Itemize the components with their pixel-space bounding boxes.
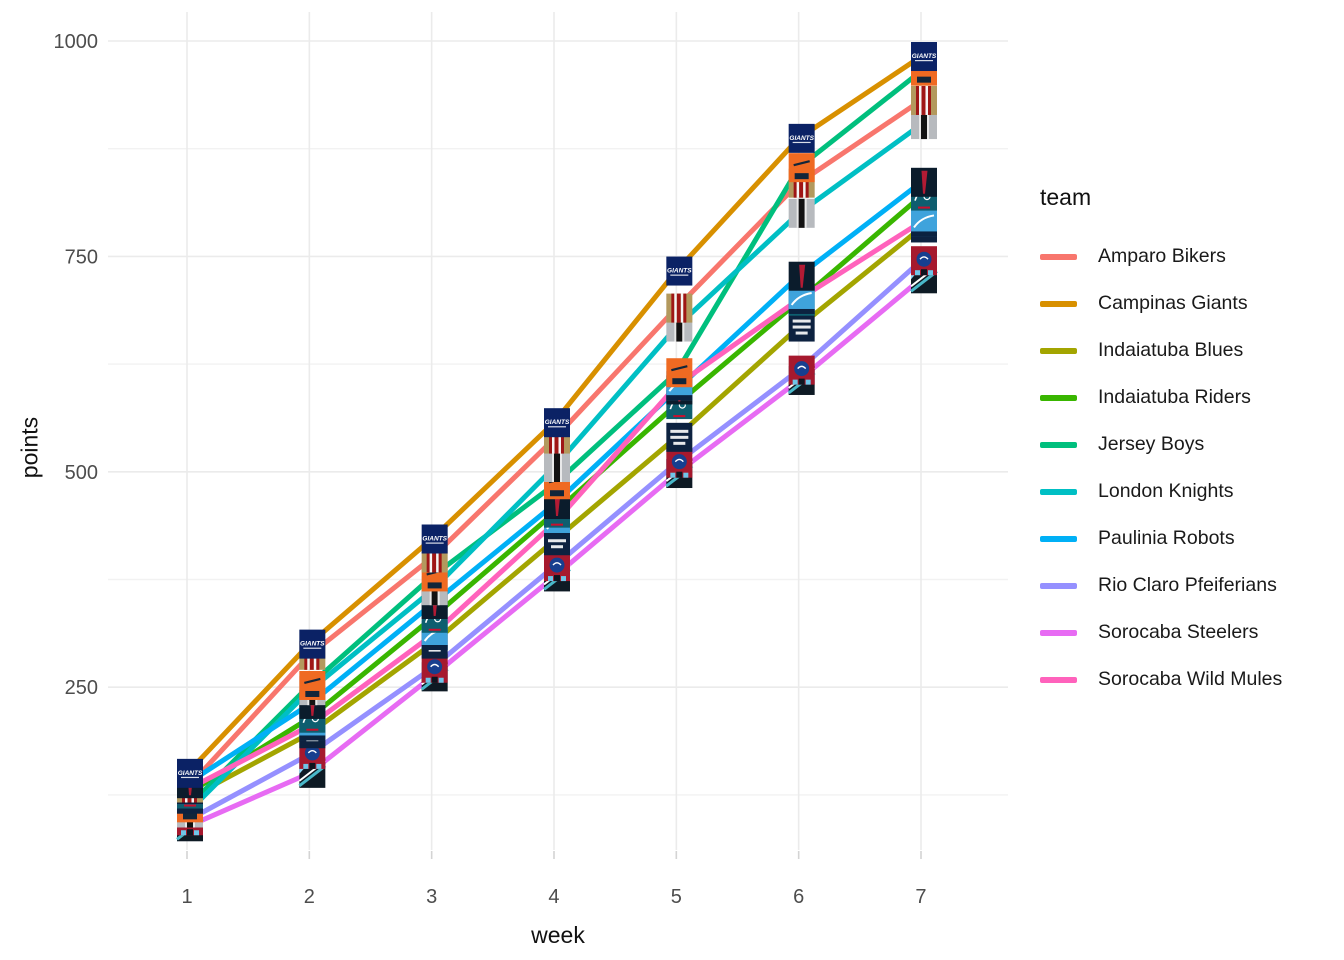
y-tick-label: 1000 xyxy=(54,31,99,53)
legend-label: Rio Claro Pfeiferians xyxy=(1098,574,1277,596)
logo-point-indaiatuba-blues-week-5 xyxy=(666,422,693,452)
legend-label: Indaiatuba Blues xyxy=(1098,339,1244,361)
logo-point-indaiatuba-blues-week-6 xyxy=(788,312,815,342)
logo-point-campinas-giants-week-1: GIANTS xyxy=(177,758,203,788)
legend-label: Campinas Giants xyxy=(1098,292,1248,314)
legend-item-sorocaba-wild-mules: Sorocaba Wild Mules xyxy=(1040,656,1282,703)
legend-label: London Knights xyxy=(1098,480,1234,502)
logo-point-campinas-giants-week-2: GIANTS xyxy=(299,629,326,659)
logo-point-london-knights-week-4 xyxy=(543,452,570,482)
x-tick-label: 3 xyxy=(426,886,437,908)
legend-line-swatch xyxy=(1040,676,1077,683)
svg-text:GIANTS: GIANTS xyxy=(912,53,937,60)
y-tick-label: 750 xyxy=(65,246,98,268)
team-logo-points: GIANTS GIANTS GIANTS GIANTS GIANTS GIANTS GIAN… xyxy=(176,42,938,842)
legend-line-swatch xyxy=(1040,441,1077,448)
logo-point-jersey-boys-week-5 xyxy=(666,358,693,388)
y-tick-label: 500 xyxy=(65,462,98,484)
y-axis-title: points xyxy=(16,416,43,479)
legend-item-indaiatuba-riders: Indaiatuba Riders xyxy=(1040,374,1282,421)
legend-label: Paulinia Robots xyxy=(1098,527,1235,549)
legend-label: Sorocaba Steelers xyxy=(1098,621,1259,643)
legend-label: Indaiatuba Riders xyxy=(1098,386,1251,408)
logo-point-rio-claro-pfeiferians-week-6 xyxy=(788,355,815,385)
axis-ticks xyxy=(186,851,922,859)
legend-item-paulinia-robots: Paulinia Robots xyxy=(1040,515,1282,562)
logo-point-campinas-giants-week-7: GIANTS xyxy=(910,42,937,72)
svg-text:GIANTS: GIANTS xyxy=(178,770,203,777)
logo-point-campinas-giants-week-4: GIANTS xyxy=(543,408,570,438)
x-tick-label: 6 xyxy=(793,886,804,908)
logo-point-jersey-boys-week-6 xyxy=(788,153,815,183)
legend-line-swatch xyxy=(1040,300,1077,307)
legend-item-sorocaba-steelers: Sorocaba Steelers xyxy=(1040,609,1282,656)
x-tick-label: 2 xyxy=(304,886,315,908)
logo-point-london-knights-week-6 xyxy=(788,198,815,228)
logo-point-campinas-giants-week-6: GIANTS xyxy=(788,123,815,153)
legend-line-swatch xyxy=(1040,582,1077,589)
legend-item-indaiatuba-blues: Indaiatuba Blues xyxy=(1040,327,1282,374)
legend-label: Jersey Boys xyxy=(1098,433,1205,455)
svg-text:GIANTS: GIANTS xyxy=(789,135,814,142)
y-tick-label: 250 xyxy=(65,677,98,699)
logo-point-jersey-boys-week-2 xyxy=(299,670,326,700)
logo-point-campinas-giants-week-3: GIANTS xyxy=(421,524,448,554)
x-tick-labels: 1 2 3 4 5 6 7 xyxy=(181,886,926,908)
svg-text:GIANTS: GIANTS xyxy=(545,419,570,426)
x-axis-title: week xyxy=(531,922,585,948)
legend-line-swatch xyxy=(1040,629,1077,636)
legend-item-jersey-boys: Jersey Boys xyxy=(1040,421,1282,468)
logo-point-rio-claro-pfeiferians-week-7 xyxy=(910,246,937,276)
logo-point-amparo-bikers-week-7 xyxy=(910,85,937,115)
logo-point-rio-claro-pfeiferians-week-5 xyxy=(666,448,693,478)
logo-point-amparo-bikers-week-5 xyxy=(666,293,693,323)
legend-label: Amparo Bikers xyxy=(1098,245,1226,267)
legend-line-swatch xyxy=(1040,394,1077,401)
legend-line-swatch xyxy=(1040,347,1077,354)
legend-title: team xyxy=(1040,184,1092,210)
legend-label: Sorocaba Wild Mules xyxy=(1098,668,1283,690)
logo-point-paulinia-robots-week-6 xyxy=(788,261,815,291)
legend-item-campinas-giants: Campinas Giants xyxy=(1040,280,1282,327)
svg-text:GIANTS: GIANTS xyxy=(667,268,692,275)
x-tick-label: 1 xyxy=(181,886,192,908)
legend-line-swatch xyxy=(1040,488,1077,495)
x-tick-label: 4 xyxy=(548,886,559,908)
svg-text:GIANTS: GIANTS xyxy=(300,641,325,648)
legend-item-amparo-bikers: Amparo Bikers xyxy=(1040,233,1282,280)
grid-minor xyxy=(108,147,1008,796)
svg-text:GIANTS: GIANTS xyxy=(422,536,447,543)
legend-item-london-knights: London Knights xyxy=(1040,468,1282,515)
x-tick-label: 7 xyxy=(915,886,926,908)
logo-point-sorocaba-wild-mules-week-7 xyxy=(910,207,937,237)
legend: team Amparo Bikers Campinas Giants Indaiat… xyxy=(1040,184,1282,703)
y-tick-labels: 250 500 750 1000 xyxy=(54,31,99,699)
legend-item-rio-claro-pfeiferians: Rio Claro Pfeiferians xyxy=(1040,562,1282,609)
legend-line-swatch xyxy=(1040,535,1077,542)
legend-items: Amparo Bikers Campinas Giants Indaiatuba B… xyxy=(1040,233,1282,703)
x-tick-label: 5 xyxy=(671,886,682,908)
logo-point-rio-claro-pfeiferians-week-4 xyxy=(543,552,570,582)
logo-point-campinas-giants-week-5: GIANTS xyxy=(666,256,693,286)
logo-point-paulinia-robots-week-7 xyxy=(910,167,937,197)
legend-line-swatch xyxy=(1040,253,1077,260)
